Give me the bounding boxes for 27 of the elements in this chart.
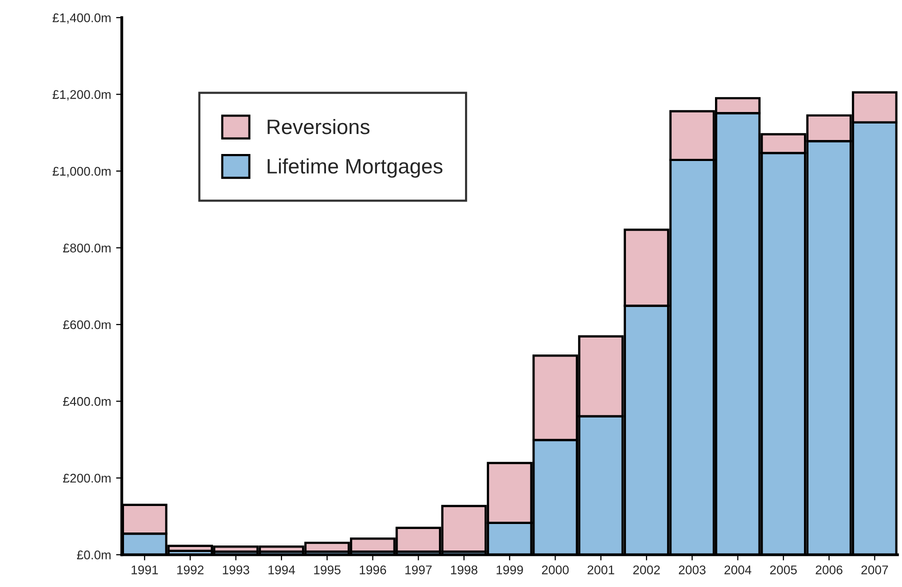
x-tick-label: 1994	[268, 565, 296, 574]
x-tick-label: 2000	[542, 565, 569, 574]
x-tick-label: 1995	[314, 565, 340, 574]
legend-label: Lifetime Mortgages	[268, 158, 442, 178]
x-tick-label: 1997	[405, 565, 432, 574]
y-tick-label: £400.0m	[63, 397, 111, 406]
y-tick-label: £600.0m	[63, 320, 111, 330]
x-tick-label: 2005	[770, 565, 797, 574]
legend-label: Reversions	[268, 118, 370, 134]
x-tick-label: 1992	[177, 565, 204, 574]
y-tick-label: £0.0m	[76, 550, 111, 560]
x-tick-label: 1999	[496, 565, 523, 574]
y-tick-label: £1,200.0m	[52, 90, 111, 100]
x-tick-label: 1991	[132, 565, 158, 574]
x-tick-label: 2006	[816, 565, 842, 574]
x-tick-label: 2007	[861, 565, 888, 574]
y-tick-label: £1,000.0m	[52, 166, 111, 178]
y-tick-label: £1,400.0m	[52, 13, 111, 24]
x-tick-label: 1998	[451, 565, 478, 574]
x-tick-label: 2001	[588, 565, 614, 574]
y-tick-label: £800.0m	[63, 244, 111, 252]
y-tick-label: £200.0m	[63, 474, 111, 483]
x-tick-label: 1993	[222, 565, 250, 574]
x-tick-label: 2002	[633, 565, 660, 574]
x-tick-label: 2004	[724, 565, 752, 574]
x-tick-label: 2003	[678, 565, 706, 574]
x-tick-label: 1996	[360, 565, 386, 574]
